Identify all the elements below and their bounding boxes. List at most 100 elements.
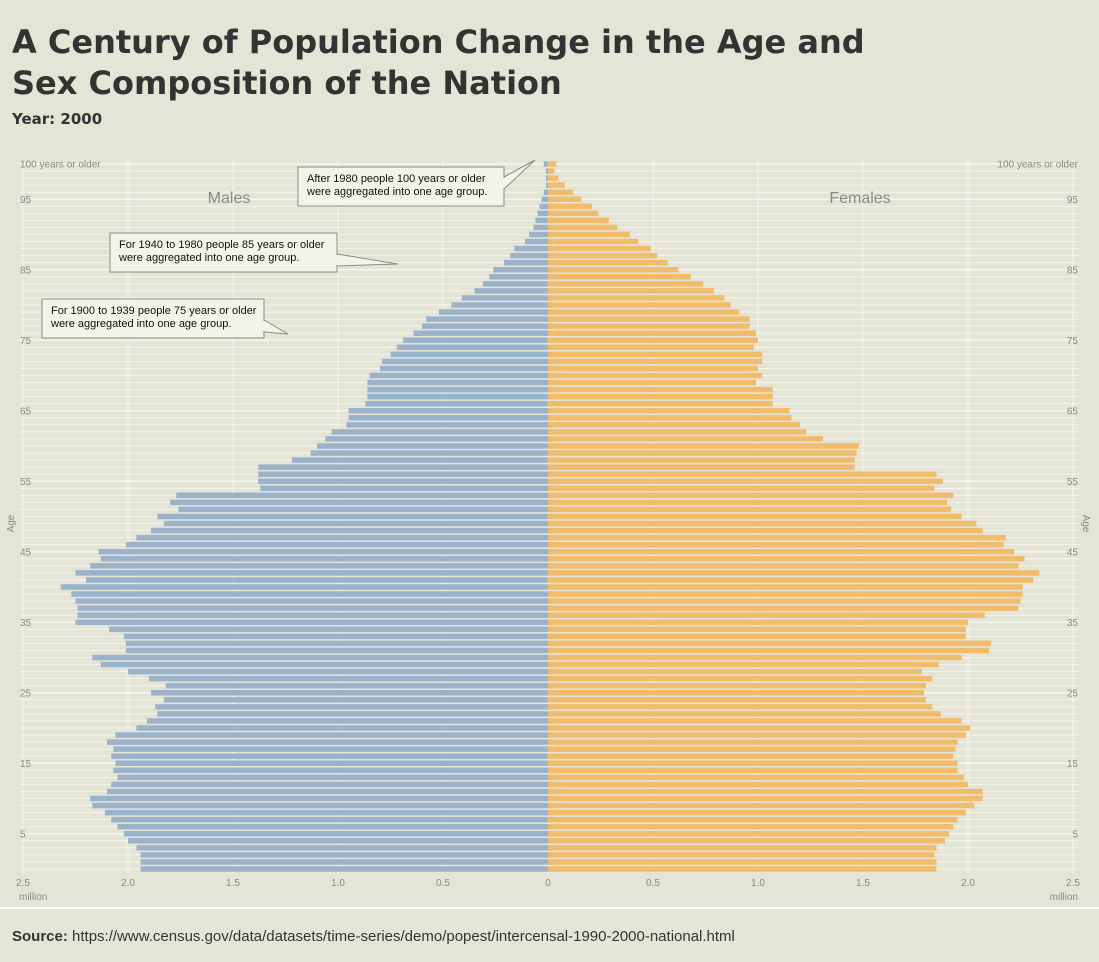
x-tick-label: 1.0	[331, 878, 345, 889]
x-tick-label: 0.5	[436, 878, 450, 889]
source-url[interactable]: https://www.census.gov/data/datasets/tim…	[72, 928, 735, 945]
y-tick-label-left: 45	[20, 547, 32, 558]
chart-title: A Century of Population Change in the Ag…	[12, 23, 865, 102]
male-bar	[125, 647, 549, 654]
female-bar	[548, 189, 574, 195]
female-bar	[548, 845, 937, 851]
female-bar	[548, 478, 943, 484]
female-bar	[548, 379, 756, 386]
y-axis-title-right: Age	[1080, 515, 1091, 533]
y-tick-label-right: 45	[1067, 547, 1079, 558]
female-bar	[548, 231, 630, 238]
x-tick-label: 0.5	[646, 878, 660, 889]
male-bar	[529, 231, 548, 238]
female-bar	[548, 337, 758, 343]
female-bar	[548, 161, 557, 167]
female-bar	[548, 429, 807, 435]
female-bar	[548, 210, 599, 217]
females-label: Females	[829, 190, 890, 207]
source-label: Source:	[12, 928, 68, 945]
female-bar	[548, 605, 1019, 611]
annotation-text: For 1900 to 1939 people 75 years or olde…	[51, 305, 257, 317]
female-bar	[548, 168, 555, 174]
y-tick-label-right: 5	[1072, 829, 1078, 840]
annotation-box	[109, 232, 338, 273]
male-bar	[514, 245, 548, 252]
female-bar	[548, 612, 985, 618]
male-bar	[71, 591, 549, 597]
female-bar	[548, 323, 750, 329]
male-bar	[176, 492, 549, 499]
y-tick-label-right: 55	[1067, 477, 1079, 488]
male-bar	[537, 210, 548, 217]
male-bar	[149, 675, 548, 682]
male-bar	[157, 711, 548, 717]
male-bar	[543, 189, 548, 195]
female-bar	[548, 866, 937, 872]
x-tick-label: 2.0	[961, 878, 975, 889]
male-bar	[60, 584, 549, 590]
male-bar	[107, 788, 548, 795]
female-bar	[548, 682, 926, 689]
female-bar	[548, 598, 1021, 604]
female-bar	[548, 408, 790, 414]
female-bar	[548, 732, 966, 738]
annotation-text: were aggregated into one age group.	[50, 318, 231, 330]
female-bar	[548, 760, 958, 766]
female-bar	[548, 443, 859, 449]
male-bar	[346, 422, 548, 428]
male-bar	[151, 690, 548, 696]
male-bar	[474, 288, 548, 294]
female-bar	[548, 415, 792, 421]
female-bar	[548, 365, 758, 372]
female-bar	[548, 281, 704, 287]
y-tick-label-right: 25	[1067, 688, 1079, 699]
female-bar	[548, 852, 935, 858]
annotation-text: For 1940 to 1980 people 85 years or olde…	[119, 239, 325, 251]
female-bar	[548, 563, 1019, 569]
male-bar	[422, 323, 548, 329]
male-bar	[533, 224, 548, 231]
male-bar	[113, 767, 549, 774]
female-bar	[548, 739, 958, 745]
male-bar	[325, 436, 548, 442]
female-bar	[548, 690, 924, 696]
female-bar	[548, 506, 952, 513]
male-bar	[100, 556, 548, 562]
y-tick-label-left: 5	[20, 829, 26, 840]
male-bar	[380, 365, 548, 372]
female-bar	[548, 704, 933, 710]
source-line: Source: https://www.census.gov/data/data…	[12, 928, 735, 945]
male-bar	[543, 161, 548, 167]
male-bar	[317, 443, 548, 449]
male-bar	[165, 682, 549, 689]
male-bar	[115, 732, 549, 738]
female-bar	[548, 654, 962, 661]
male-bar	[136, 845, 548, 851]
male-bar	[115, 760, 549, 766]
male-bar	[545, 168, 548, 174]
male-bar	[123, 831, 549, 837]
male-bar	[524, 238, 548, 245]
male-bar	[125, 541, 549, 548]
male-bar	[489, 274, 548, 280]
male-bar	[86, 577, 548, 583]
male-bar	[258, 471, 548, 477]
male-bar	[163, 697, 548, 703]
female-bar	[548, 499, 947, 506]
female-bar	[548, 259, 668, 266]
female-bar	[548, 795, 983, 802]
male-bar	[348, 415, 548, 421]
y-tick-label-right: 15	[1067, 759, 1079, 770]
female-bar	[548, 788, 983, 795]
female-bar	[548, 520, 977, 527]
female-bar	[548, 591, 1023, 597]
male-bar	[140, 859, 548, 865]
x-axis-unit-left: million	[19, 892, 47, 903]
female-bar	[548, 541, 1004, 548]
male-bar	[111, 781, 548, 788]
male-bar	[403, 337, 548, 343]
male-bar	[170, 499, 548, 506]
y-tick-label-left: 100 years or older	[20, 160, 101, 171]
female-bar	[548, 753, 954, 759]
